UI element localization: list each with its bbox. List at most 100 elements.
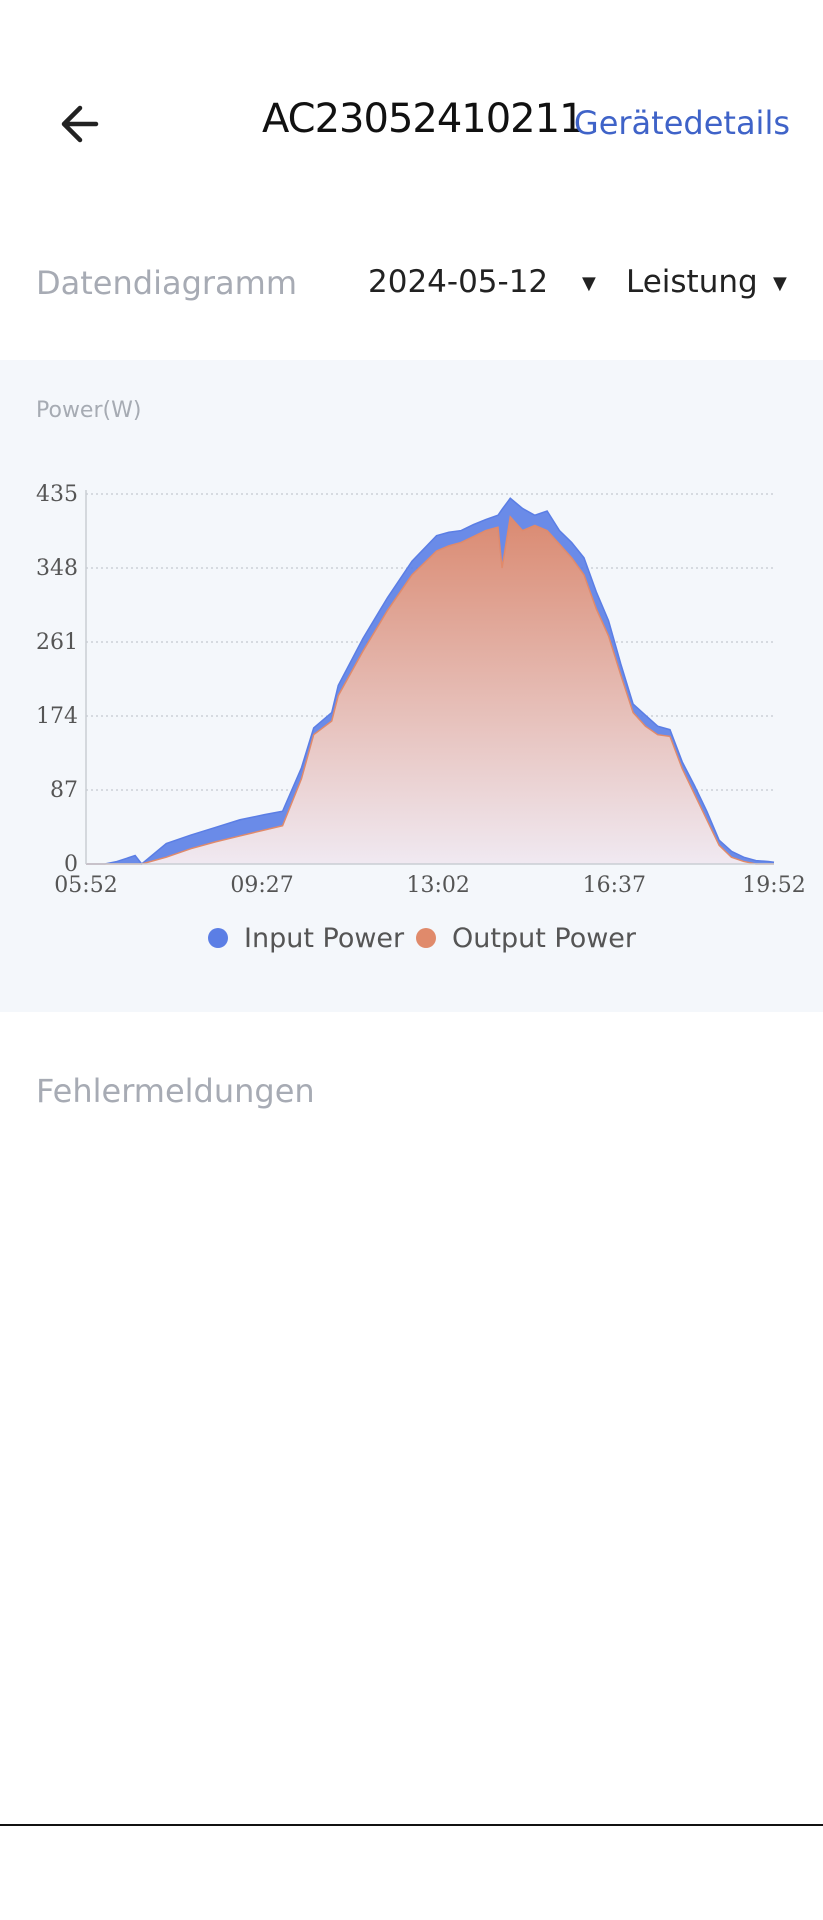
y-tick-label: 174 [36,704,78,729]
output-power-point [679,766,685,772]
input-power-point [409,558,415,564]
output-power-point [483,528,489,534]
input-power-point [188,832,194,838]
y-tick-label: 261 [36,630,78,655]
output-power-point [335,693,341,699]
input-power-point [618,661,624,667]
output-power-point [692,791,698,797]
output-power-point [188,846,194,852]
input-power-point [581,555,587,561]
input-power-point [446,529,452,535]
output-power-point [237,833,243,839]
input-power-point [630,701,636,707]
input-power-point [655,723,661,729]
input-power-point [569,539,575,545]
legend-output-power[interactable]: Output Power [416,918,636,958]
input-power-point [642,712,648,718]
y-tick-label: 87 [50,778,78,803]
output-power-point [507,514,513,520]
input-power-point [495,512,501,518]
triangle-down-icon[interactable]: ▼ [773,273,787,294]
input-power-point [556,528,562,534]
y-tick-label: 348 [36,556,78,581]
input-power-point [329,710,335,716]
output-power-dot-icon [416,928,436,948]
legend-input-label: Input Power [244,922,405,954]
output-power-line [86,515,774,865]
arrow-left-icon [61,105,99,143]
input-power-point [262,812,268,818]
legend-output-label: Output Power [452,922,637,954]
output-power-point [728,854,734,860]
input-power-point [384,595,390,601]
input-power-point [458,528,464,534]
x-tick-label: 16:37 [583,873,646,898]
input-power-point [499,506,505,512]
input-power-point [298,765,304,771]
input-power-point [132,852,138,858]
input-power-point [483,517,489,523]
input-power-line [86,497,775,866]
error-messages-heading: Fehlermeldungen [36,1072,315,1110]
input-power-point [716,837,722,843]
output-power-point [569,555,575,561]
page-title: AC23052410211 [262,96,585,142]
output-power-point [618,672,624,678]
x-tick-label: 09:27 [230,873,293,898]
y-tick-label: 435 [36,482,78,507]
input-power-point [532,512,538,518]
output-power-point [384,608,390,614]
output-power-area [86,516,774,864]
output-power-point [642,723,648,729]
triangle-down-icon[interactable]: ▼ [582,273,596,294]
output-power-point [499,565,505,571]
output-power-point [581,572,587,578]
device-details-link[interactable]: Gerätedetails [573,104,790,142]
output-power-point [606,633,612,639]
output-power-point [329,718,335,724]
output-power-point [520,528,526,534]
y-tick-label: 0 [64,852,78,877]
output-power-point [360,648,366,654]
input-power-point [360,636,366,642]
power-chart: 435 348 261 174 87 005:52 09:27 13:02 16:37 19:52 [36,482,806,898]
y-axis-unit-label: Power(W) [36,398,142,423]
date-dropdown[interactable]: 2024-05-12 [368,264,549,300]
output-power-point [280,823,286,829]
output-power-point [458,539,464,545]
input-power-point [280,808,286,814]
output-power-point [630,710,636,716]
output-power-point [655,732,661,738]
input-power-dot-icon [208,928,228,948]
output-power-point [532,522,538,528]
output-power-point [495,524,501,530]
output-power-point [470,534,476,540]
input-power-point [212,824,218,830]
input-power-point [311,725,317,731]
input-power-point [163,841,169,847]
back-button[interactable] [56,96,112,152]
output-power-point [262,827,268,833]
output-power-point [446,543,452,549]
output-power-point [556,541,562,547]
x-tick-label: 13:02 [406,873,469,898]
input-power-point [728,848,734,854]
input-power-point [507,495,513,501]
diagram-label: Datendiagramm [36,264,297,302]
output-power-point [212,839,218,845]
output-power-point [716,842,722,848]
legend-input-power[interactable]: Input Power [208,918,404,958]
input-power-point [470,522,476,528]
metric-dropdown[interactable]: Leistung [626,264,758,300]
input-power-point [335,682,341,688]
x-tick-label: 19:52 [742,873,805,898]
chart-legend: Input Power Output Power [0,918,823,958]
input-power-point [667,727,673,733]
input-power-point [593,589,599,595]
bottom-divider [0,1824,823,1826]
output-power-point [409,572,415,578]
input-power-point [434,533,440,539]
output-power-point [434,548,440,554]
output-power-point [298,776,304,782]
output-power-point [311,732,317,738]
